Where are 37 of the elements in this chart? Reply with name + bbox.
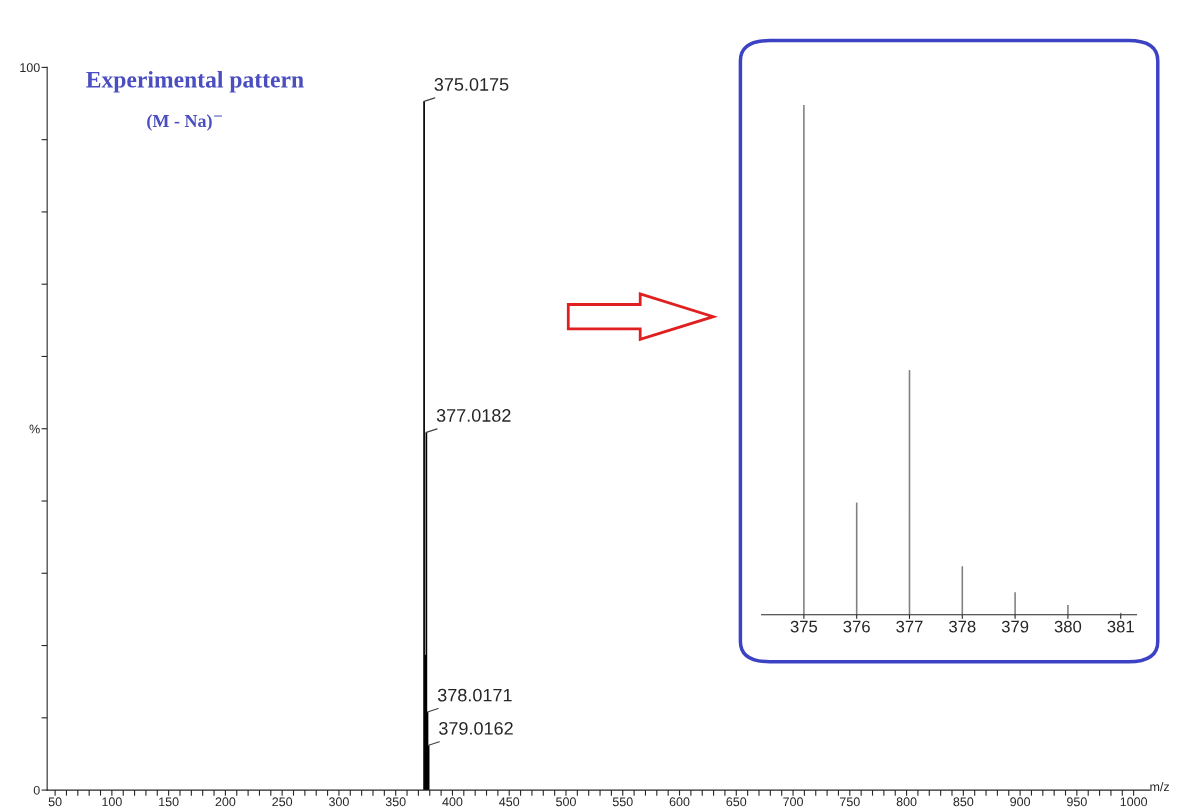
y-tick-label: 100	[20, 63, 40, 73]
x-tick-label: 800	[896, 797, 917, 807]
x-tick-label: 200	[215, 797, 236, 807]
x-tick-label: 376	[843, 620, 870, 633]
x-tick-label: 900	[1010, 797, 1031, 807]
x-tick-label: 450	[499, 797, 520, 807]
y-tick-label: 0	[33, 785, 40, 795]
x-tick-label: 150	[159, 797, 179, 807]
x-tick-label: 300	[328, 797, 349, 807]
y-tick-label: %	[29, 424, 40, 434]
annotation: 378.0171	[437, 688, 512, 702]
x-tick-label: 100	[102, 797, 122, 807]
annotation: 377.0182	[436, 409, 511, 422]
x-tick-label: 50	[48, 797, 62, 807]
x-tick-label: 750	[840, 797, 860, 807]
x-tick-label: 600	[669, 797, 690, 807]
annotation: 375.0175	[434, 78, 509, 91]
x-tick-label: 400	[442, 797, 463, 807]
chart-title: Experimental pattern	[86, 71, 304, 93]
text: (M - Na)$^{−}$	[147, 114, 222, 131]
x-tick-label: 377	[896, 620, 923, 633]
x-tick-label: 380	[1054, 620, 1082, 633]
annotation: 379.0162	[439, 721, 513, 735]
x-tick-label: 250	[272, 797, 293, 807]
x-tick-label: 850	[953, 797, 974, 807]
x-tick-label: 378	[949, 620, 976, 633]
x-tick-label: 381	[1107, 620, 1134, 633]
x-tick-label: 950	[1067, 797, 1087, 807]
x-tick-label: 1000	[1120, 797, 1148, 807]
x-tick-label: 379	[1001, 620, 1029, 633]
x-tick-label: 700	[783, 797, 803, 807]
x-tick-label: 550	[612, 797, 633, 807]
x-tick-label: 650	[726, 797, 747, 807]
x-tick-label: 375	[790, 620, 818, 633]
x-tick-label: 500	[556, 797, 576, 807]
x-axis-title: m/z	[1150, 782, 1170, 792]
x-tick-label: 350	[385, 797, 406, 807]
